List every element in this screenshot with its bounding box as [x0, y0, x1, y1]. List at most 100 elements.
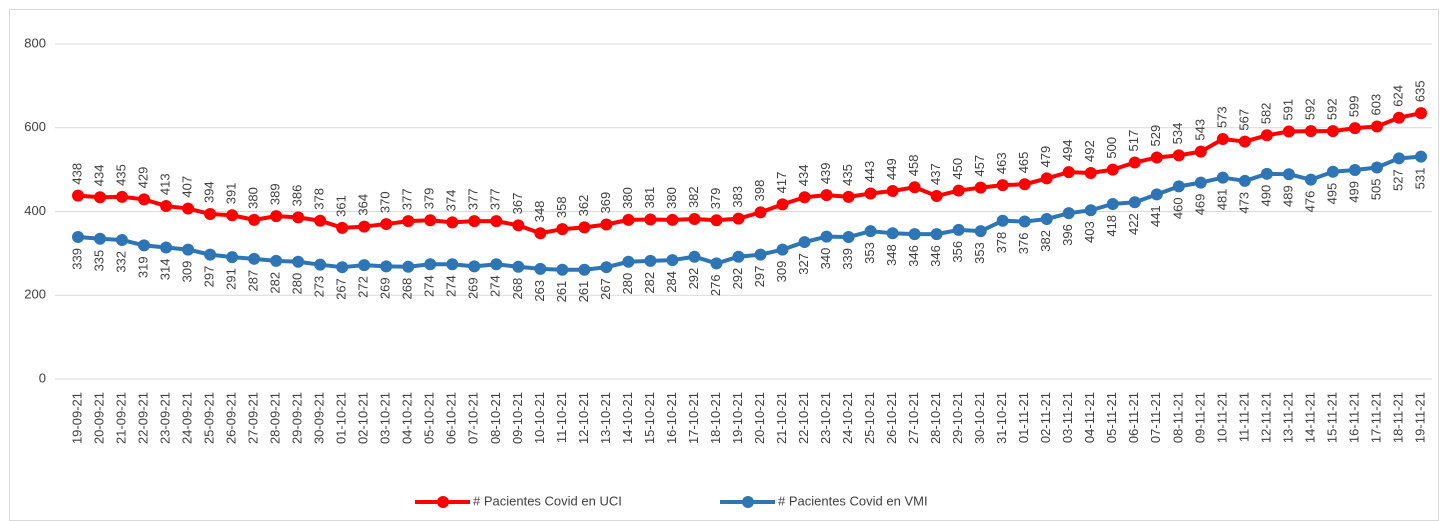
data-label: 434: [91, 165, 106, 187]
data-label: 529: [1148, 125, 1163, 147]
marker: [666, 213, 679, 226]
data-label: 380: [246, 187, 261, 209]
data-label: 297: [752, 266, 767, 288]
marker: [1392, 152, 1405, 165]
data-label: 624: [1390, 85, 1405, 107]
marker: [1216, 171, 1229, 184]
marker: [1216, 133, 1229, 146]
x-tick-label: 29-09-21: [290, 392, 305, 444]
marker: [820, 189, 833, 202]
data-label: 346: [906, 245, 921, 267]
data-label: 274: [422, 275, 437, 297]
marker: [1018, 178, 1031, 191]
data-label: 340: [818, 248, 833, 270]
x-tick-label: 16-11-21: [1346, 392, 1361, 443]
data-label: 449: [884, 158, 899, 180]
marker: [380, 260, 393, 273]
data-label: 492: [1082, 140, 1097, 162]
legend-marker: [437, 496, 449, 508]
marker: [798, 191, 811, 204]
marker: [820, 230, 833, 243]
x-tick-label: 22-09-21: [135, 392, 150, 444]
data-label: 268: [510, 278, 525, 300]
data-label: 389: [268, 183, 283, 205]
data-label: 383: [730, 186, 745, 208]
y-tick-label: 400: [24, 203, 46, 218]
marker: [1128, 196, 1141, 209]
data-label: 267: [334, 278, 349, 300]
marker: [1128, 156, 1141, 169]
marker: [138, 239, 151, 252]
y-tick-label: 0: [39, 370, 46, 385]
data-label: 353: [972, 242, 987, 264]
data-label: 272: [356, 276, 371, 298]
x-tick-label: 08-11-21: [1170, 392, 1185, 443]
data-label: 269: [466, 277, 481, 299]
marker: [1260, 129, 1273, 142]
data-label: 573: [1214, 106, 1229, 128]
data-label: 531: [1412, 168, 1427, 190]
marker: [1304, 173, 1317, 186]
data-label: 280: [620, 273, 635, 295]
data-label: 276: [708, 274, 723, 296]
data-label: 327: [796, 253, 811, 275]
data-label: 457: [972, 155, 987, 177]
marker: [94, 191, 107, 204]
data-label: 287: [246, 270, 261, 292]
marker: [292, 211, 305, 224]
data-label: 490: [1258, 185, 1273, 207]
marker: [314, 258, 327, 271]
x-tick-label: 15-10-21: [642, 392, 657, 444]
x-tick-label: 21-09-21: [113, 392, 128, 444]
data-label: 438: [69, 163, 84, 185]
data-label: 381: [642, 187, 657, 209]
data-label: 591: [1280, 99, 1295, 121]
marker: [1150, 151, 1163, 164]
marker: [358, 220, 371, 233]
marker: [1370, 161, 1383, 174]
x-tick-label: 10-10-21: [532, 392, 547, 444]
data-label: 481: [1214, 189, 1229, 211]
data-label: 280: [290, 273, 305, 295]
x-tick-label: 19-11-21: [1412, 392, 1427, 443]
marker: [864, 187, 877, 200]
x-tick-label: 15-11-21: [1324, 392, 1339, 443]
marker: [644, 213, 657, 226]
data-label: 274: [444, 275, 459, 297]
marker: [1370, 120, 1383, 133]
marker: [116, 190, 129, 203]
marker: [578, 263, 591, 276]
data-label: 348: [884, 244, 899, 266]
data-label: 282: [642, 272, 657, 294]
data-label: 382: [1038, 230, 1053, 252]
data-label: 394: [202, 181, 217, 203]
x-tick-label: 25-09-21: [202, 392, 217, 444]
data-label: 527: [1390, 169, 1405, 191]
marker: [468, 215, 481, 228]
data-label: 450: [950, 158, 965, 180]
data-label: 435: [840, 164, 855, 186]
marker: [72, 189, 85, 202]
data-label: 476: [1302, 191, 1317, 213]
data-label: 592: [1302, 98, 1317, 120]
x-tick-label: 13-11-21: [1280, 392, 1295, 443]
marker: [1084, 166, 1097, 179]
x-tick-label: 30-10-21: [972, 392, 987, 444]
marker: [1062, 207, 1075, 220]
marker: [1348, 164, 1361, 177]
marker: [622, 213, 635, 226]
data-label: 582: [1258, 103, 1273, 125]
data-label: 505: [1368, 179, 1383, 201]
x-tick-label: 01-10-21: [334, 392, 349, 444]
marker: [996, 179, 1009, 192]
marker: [1062, 166, 1075, 179]
data-label: 377: [466, 188, 481, 210]
x-tick-label: 27-09-21: [246, 392, 261, 444]
x-tick-label: 17-11-21: [1368, 392, 1383, 443]
marker: [116, 233, 129, 246]
data-label: 413: [158, 173, 173, 195]
marker: [1040, 213, 1053, 226]
x-tick-label: 24-09-21: [180, 392, 195, 444]
x-tick-label: 04-10-21: [400, 392, 415, 444]
